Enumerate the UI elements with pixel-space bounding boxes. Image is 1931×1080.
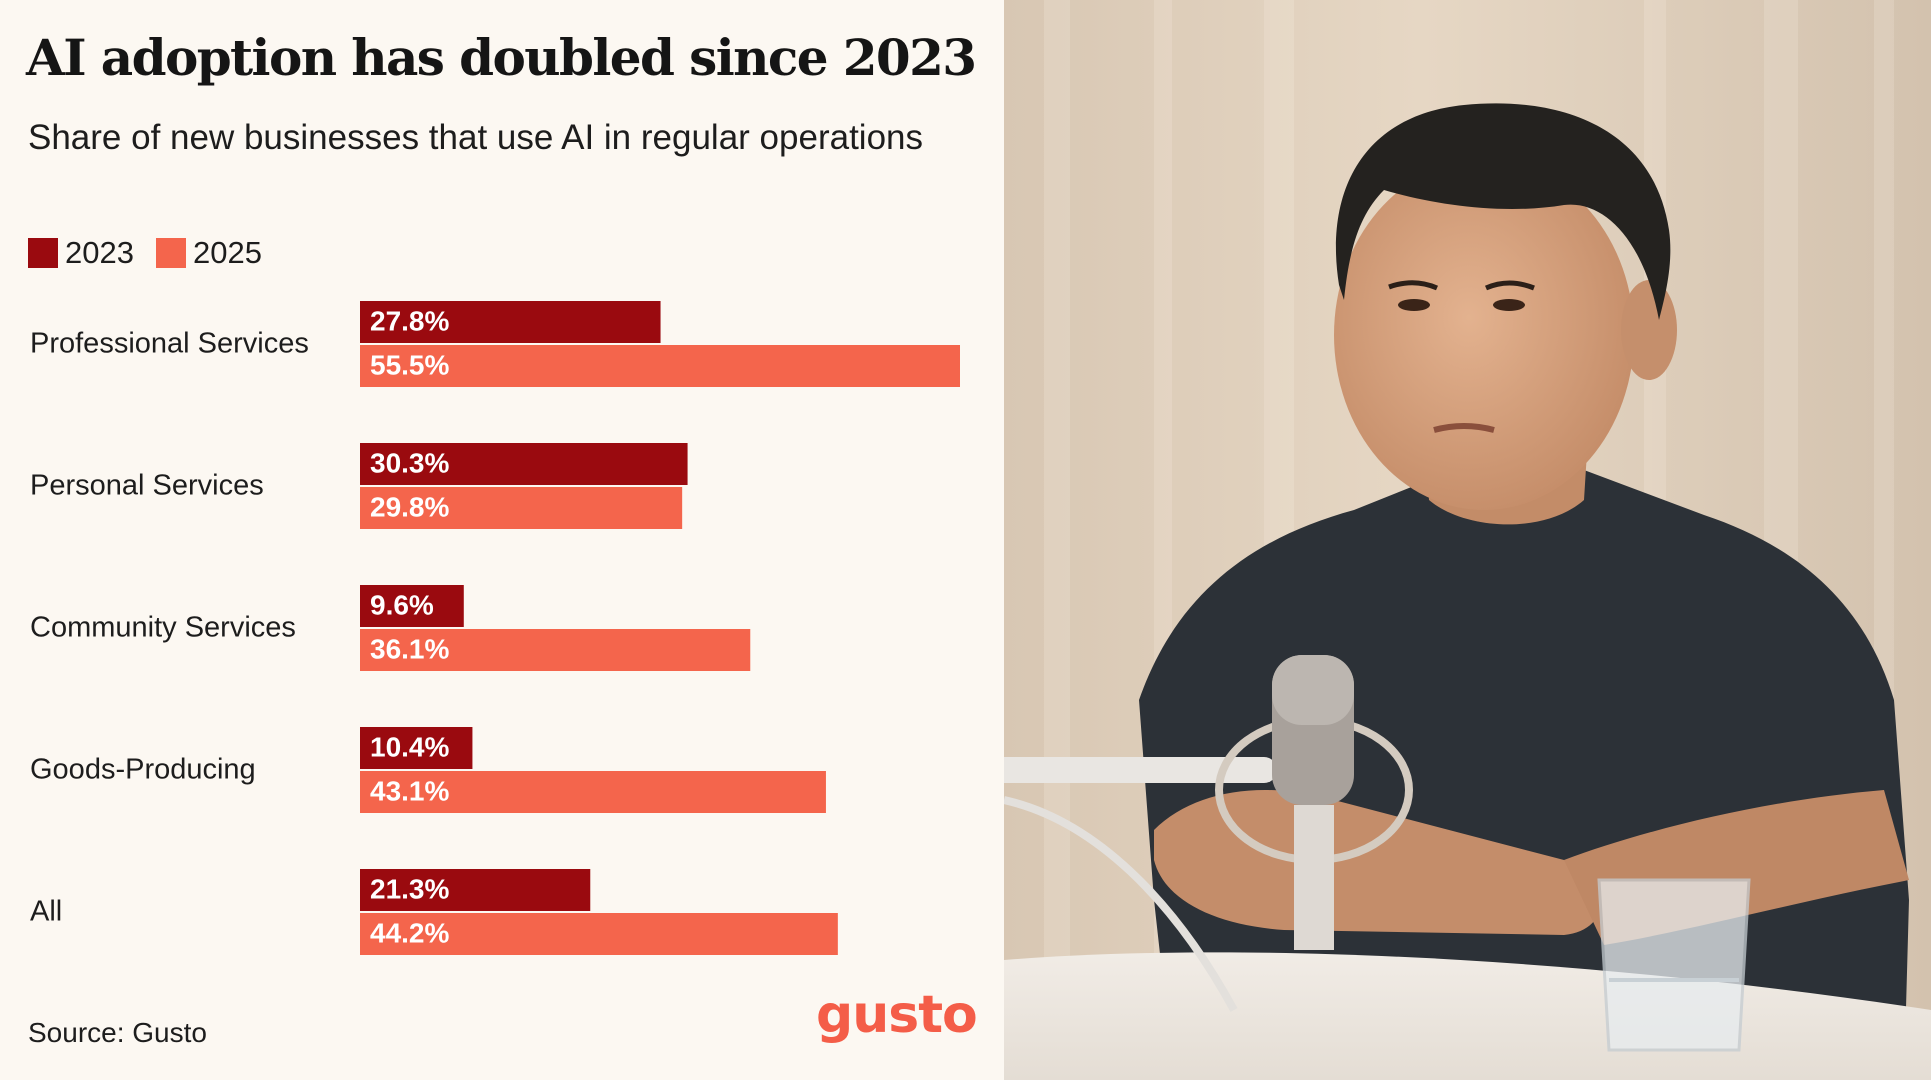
bar-chart: Professional Services 27.8% 55.5% Personal … [30,301,960,955]
source-note: Source: Gusto [28,1017,207,1048]
chart-title: AI adoption has doubled since 2023 [26,28,977,87]
video-frame-photo [1004,0,1931,1080]
bar-community-services-2023 [360,585,464,627]
legend-item-2023: 2023 [28,235,134,271]
category-label-professional-services: Professional Services [30,328,309,360]
bar-community-services-2025 [360,629,751,671]
bar-all-2023 [360,869,591,911]
legend-item-2025: 2025 [155,235,262,271]
podcast-guest-photo [1004,0,1931,1080]
bar-all-2025 [360,913,838,955]
gusto-logo: gusto [816,985,978,1045]
bar-professional-services-2025 [360,345,960,387]
data-label-community-services-2023: 9.6% [370,589,434,620]
legend-label-2025: 2025 [192,235,262,270]
category-label-personal-services: Personal Services [30,470,264,502]
bar-professional-services-2023 [360,301,661,343]
bar-goods-producing-2025 [360,771,826,813]
data-label-community-services-2025: 36.1% [370,633,449,664]
bar-goods-producing-2023 [360,727,473,769]
category-label-goods-producing: Goods-Producing [30,754,256,786]
data-label-all-2025: 44.2% [370,917,449,948]
data-label-professional-services-2023: 27.8% [370,305,449,336]
data-label-personal-services-2023: 30.3% [370,447,449,478]
chart-subtitle: Share of new businesses that use AI in r… [28,118,923,157]
bar-personal-services-2025 [360,487,683,529]
legend: 2023 2025 [28,234,284,272]
category-label-community-services: Community Services [30,612,296,644]
chart-panel: AI adoption has doubled since 2023 Share… [26,28,978,1048]
bar-personal-services-2023 [360,443,688,485]
legend-label-2023: 2023 [65,235,134,270]
legend-swatch-2025 [155,238,186,268]
data-label-goods-producing-2023: 10.4% [370,731,449,762]
data-label-goods-producing-2025: 43.1% [370,775,449,806]
data-label-professional-services-2025: 55.5% [370,349,449,380]
category-label-all: All [30,896,62,928]
data-label-personal-services-2025: 29.8% [370,491,449,522]
data-label-all-2023: 21.3% [370,873,449,904]
legend-swatch-2023 [28,238,58,268]
